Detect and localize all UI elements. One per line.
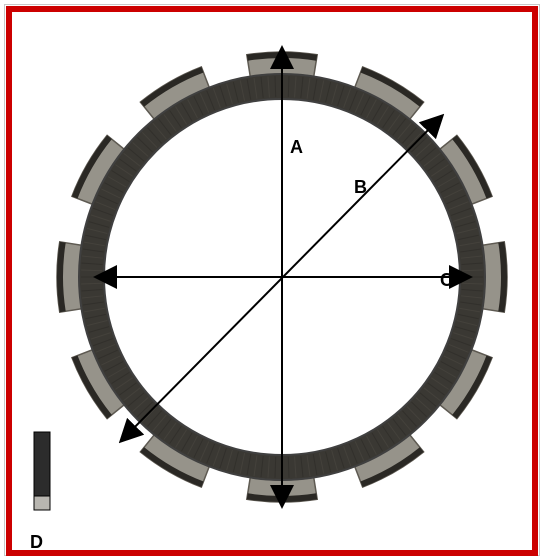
diagram-svg bbox=[12, 12, 532, 550]
label-d: D bbox=[30, 532, 43, 553]
thickness-indicator bbox=[34, 432, 50, 510]
label-a: A bbox=[290, 137, 303, 158]
label-c: C bbox=[440, 270, 453, 291]
label-b: B bbox=[354, 177, 367, 198]
red-frame: A B C D bbox=[6, 6, 538, 556]
